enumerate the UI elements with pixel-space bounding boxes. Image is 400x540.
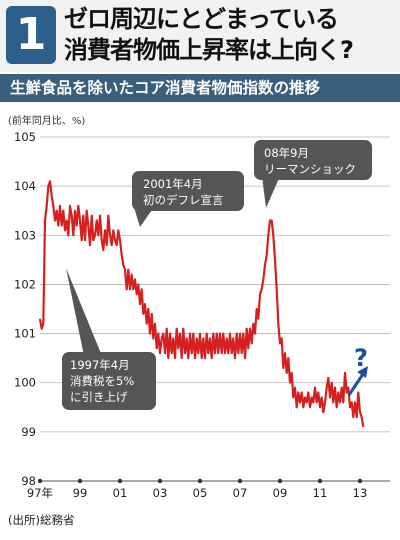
x-tick-label: 13 <box>353 486 368 500</box>
y-tick-label: 100 <box>14 376 36 390</box>
series-group <box>38 180 365 428</box>
x-tick-mark <box>37 478 43 484</box>
callout-deflation-line-1: 2001年4月 <box>143 177 203 191</box>
y-tick-label: 104 <box>14 179 36 193</box>
callout-tax-line-3: に引き上げ <box>70 390 128 404</box>
callout-lehman-pointer <box>262 176 280 208</box>
y-axis-label: (前年同月比、%) <box>8 114 85 127</box>
header: 1 ゼロ周辺にとどまっている 消費者物価上昇率は上向く? <box>0 0 400 72</box>
outlook-arrow: ? <box>347 344 368 396</box>
series-line-core-cpi <box>38 180 365 428</box>
x-tick-mark <box>317 478 323 484</box>
x-tick-label: 99 <box>73 486 88 500</box>
source-note: (出所)総務省 <box>8 513 74 527</box>
y-tick-label: 105 <box>14 130 36 144</box>
y-tick-label: 102 <box>14 277 36 291</box>
callout-tax-line-1: 1997年4月 <box>70 358 130 372</box>
callout-tax-box <box>62 352 156 410</box>
y-tick-label: 98 <box>21 474 36 488</box>
y-tick-labels: 98 99 100 101 102 103 104 105 <box>14 130 36 488</box>
callout-tax: 1997年4月 消費税を5% に引き上げ <box>62 268 156 410</box>
y-tick-label: 101 <box>14 327 36 341</box>
arrow-shaft <box>347 373 365 396</box>
callout-deflation-line-2: 初のデフレ宣言 <box>143 193 224 207</box>
headline-line-1: ゼロ周辺にとどまっている <box>64 5 339 33</box>
callout-tax-line-2: 消費税を5% <box>70 374 134 388</box>
x-tick-labels: 97年 99 01 03 05 07 09 11 13 <box>27 478 368 500</box>
x-tick-mark <box>357 478 363 484</box>
subtitle-bar: 生鮮食品を除いたコア消費者物価指数の推移 <box>0 74 400 102</box>
callout-lehman-line-1: 08年9月 <box>264 146 309 160</box>
callout-lehman: 08年9月 リーマンショック <box>254 140 372 208</box>
x-tick-mark <box>197 478 203 484</box>
question-mark: ? <box>354 344 368 372</box>
x-tick-label: 05 <box>193 486 208 500</box>
arrow-head-icon <box>357 366 368 378</box>
x-tick-mark <box>117 478 123 484</box>
headline-line-2: 消費者物価上昇率は上向く? <box>64 36 354 64</box>
callout-lehman-line-2: リーマンショック <box>264 162 356 176</box>
x-tick-label: 09 <box>273 486 288 500</box>
callout-tax-pointer <box>66 268 102 356</box>
x-tick-mark <box>157 478 163 484</box>
chart-area: (前年同月比、%) 98 99 100 101 102 103 104 105 97年 99 01… <box>0 104 400 536</box>
line-chart: (前年同月比、%) 98 99 100 101 102 103 104 105 97年 99 01… <box>8 114 390 527</box>
x-tick-label: 01 <box>113 486 128 500</box>
x-tick-label: 11 <box>313 486 328 500</box>
callout-deflation-box <box>132 171 244 211</box>
badge-number: 1 <box>15 9 47 60</box>
x-tick-label: 03 <box>153 486 168 500</box>
headline: ゼロ周辺にとどまっている 消費者物価上昇率は上向く? <box>64 4 398 66</box>
callout-deflation: 2001年4月 初のデフレ宣言 <box>132 171 244 227</box>
callout-lehman-box <box>254 140 372 180</box>
x-tick-mark <box>237 478 243 484</box>
y-tick-label: 103 <box>14 228 36 242</box>
y-tick-label: 99 <box>21 425 36 439</box>
x-tick-mark <box>77 478 83 484</box>
x-tick-label: 97年 <box>27 486 53 500</box>
x-tick-mark <box>277 478 283 484</box>
number-badge: 1 <box>6 6 56 64</box>
x-tick-label: 07 <box>233 486 248 500</box>
